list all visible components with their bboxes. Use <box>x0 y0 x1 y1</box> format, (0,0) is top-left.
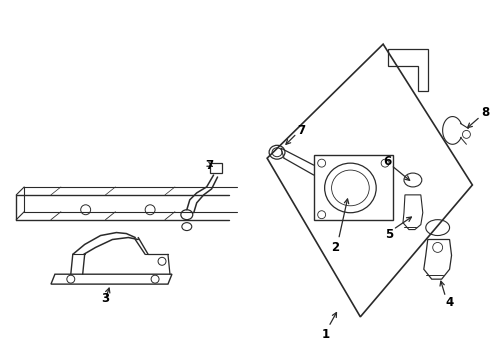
Text: 7: 7 <box>205 159 214 172</box>
Text: 8: 8 <box>481 106 490 119</box>
Text: 5: 5 <box>385 228 393 241</box>
Text: 1: 1 <box>321 328 330 341</box>
Text: 2: 2 <box>331 241 340 254</box>
Text: 6: 6 <box>383 155 391 168</box>
Text: 3: 3 <box>101 292 110 306</box>
Text: 7: 7 <box>297 124 305 137</box>
Text: 4: 4 <box>445 296 454 310</box>
